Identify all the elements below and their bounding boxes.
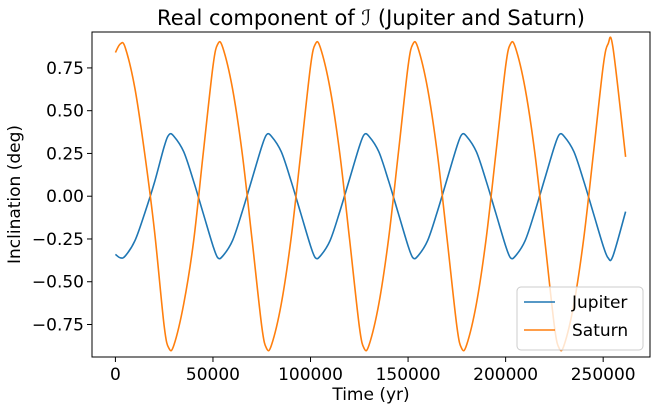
- y-axis: −0.75 −0.50 −0.25 0.00 0.25 0.50 0.75: [32, 59, 92, 336]
- x-axis: 0 50000 100000 150000 200000 250000: [110, 357, 636, 385]
- series-line-jupiter: [114, 132, 627, 262]
- x-tick-label: 100000: [278, 365, 343, 385]
- chart-title: Real component of ℐ (Jupiter and Saturn): [157, 6, 585, 30]
- series-line-saturn: [114, 36, 627, 352]
- x-tick-label: 250000: [571, 365, 636, 385]
- y-tick-label: −0.25: [32, 230, 84, 250]
- x-tick-label: 200000: [473, 365, 538, 385]
- x-tick-label: 150000: [376, 365, 441, 385]
- series-group: [114, 36, 627, 352]
- plot-frame: [91, 31, 651, 358]
- y-axis-label: Inclination (deg): [5, 125, 25, 264]
- y-tick-label: 0.50: [46, 102, 84, 122]
- x-axis-label: Time (yr): [331, 385, 409, 405]
- plot-area: [91, 31, 651, 358]
- legend-label-jupiter: Jupiter: [571, 293, 627, 313]
- x-tick-label: 0: [110, 365, 121, 385]
- legend-label-saturn: Saturn: [572, 321, 628, 341]
- y-tick-label: −0.50: [32, 273, 84, 293]
- y-tick-label: 0.75: [46, 59, 84, 79]
- y-tick-label: −0.75: [32, 316, 84, 336]
- y-tick-label: 0.00: [46, 187, 84, 207]
- x-tick-label: 50000: [186, 365, 240, 385]
- y-tick-label: 0.25: [46, 144, 84, 164]
- legend: Jupiter Saturn: [516, 286, 644, 351]
